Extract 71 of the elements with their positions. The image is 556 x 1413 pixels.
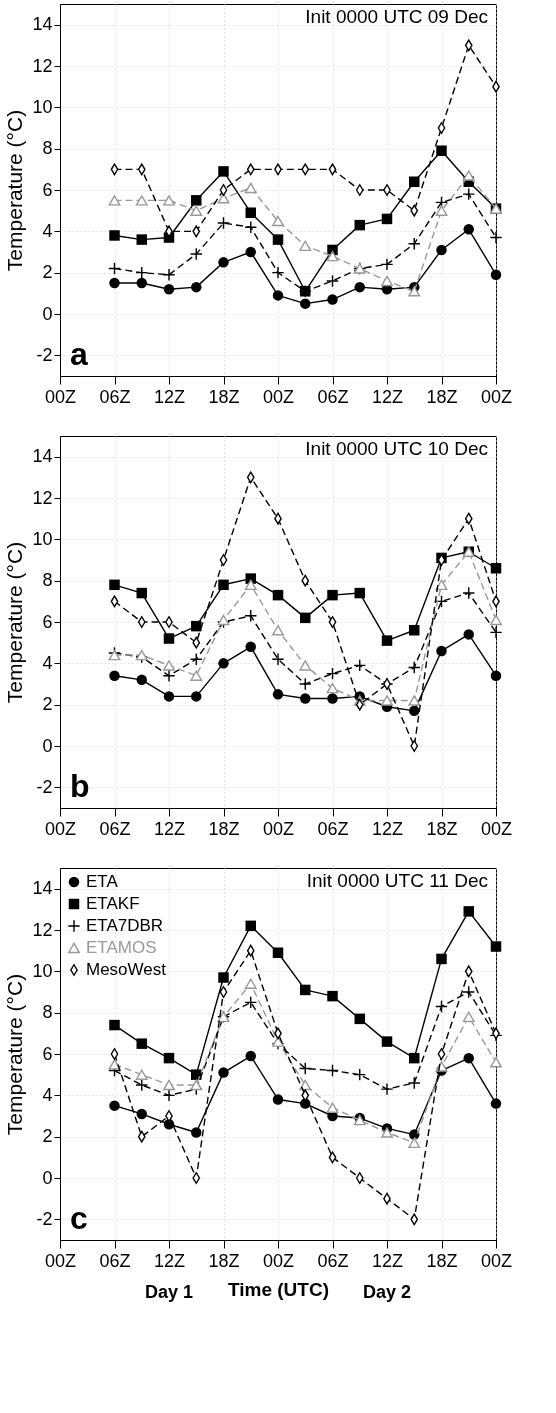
x-tick-label: 06Z — [317, 386, 349, 407]
x-tick-label: 00Z — [480, 386, 513, 407]
y-tick-label: 0 — [42, 735, 53, 756]
x-tick-label: 18Z — [426, 386, 458, 407]
legend-label: ETAKF — [86, 894, 140, 913]
y-tick-label: 10 — [32, 960, 53, 981]
x-tick-label: 00Z — [44, 386, 77, 407]
chart-title: Init 0000 UTC 11 Dec — [306, 870, 488, 891]
x-tick-label: 06Z — [317, 818, 349, 839]
y-tick-label: 8 — [42, 1002, 53, 1023]
x-tick-label: 00Z — [480, 818, 513, 839]
y-tick-label: -2 — [36, 776, 53, 797]
x-tick-label: 12Z — [371, 1250, 404, 1271]
y-tick-label: 6 — [42, 611, 53, 632]
y-tick-label: 12 — [32, 919, 53, 940]
y-tick-label: 8 — [42, 138, 53, 159]
text: Day 2 — [362, 1282, 412, 1302]
y-tick-label: 14 — [32, 14, 53, 35]
x-tick-label: 00Z — [262, 1250, 295, 1271]
x-tick-label: 12Z — [153, 386, 186, 407]
y-tick-label: 6 — [42, 1043, 53, 1064]
x-tick-label: 12Z — [153, 818, 186, 839]
x-tick-label: 00Z — [262, 818, 295, 839]
annotation: b — [70, 768, 90, 804]
x-tick-label: 00Z — [44, 1250, 77, 1271]
y-tick-label: 12 — [32, 487, 53, 508]
x-tick-label: 06Z — [317, 1250, 349, 1271]
legend-label: MesoWest — [86, 960, 167, 979]
y-axis-title: Temperature (°C) — [3, 541, 27, 704]
y-tick-label: 4 — [42, 652, 53, 673]
y-tick-label: 0 — [42, 303, 53, 324]
x-tick-label: 18Z — [208, 1250, 240, 1271]
y-tick-label: -2 — [36, 344, 53, 365]
y-tick-label: 10 — [32, 96, 53, 117]
x-tick-label: 18Z — [208, 818, 240, 839]
x-tick-label: 12Z — [371, 818, 404, 839]
annotation: c — [70, 1200, 88, 1236]
chart-title: Init 0000 UTC 09 Dec — [305, 6, 488, 27]
x-axis-title: Time (UTC) — [228, 1278, 329, 1300]
y-tick-label: 8 — [42, 570, 53, 591]
y-tick-label: 6 — [42, 179, 53, 200]
y-axis-title: Temperature (°C) — [3, 109, 27, 272]
y-axis-title: Temperature (°C) — [3, 973, 27, 1136]
x-tick-label: 00Z — [44, 818, 77, 839]
x-tick-label: 06Z — [99, 386, 131, 407]
x-tick-label: 00Z — [262, 386, 295, 407]
x-tick-label: 18Z — [426, 818, 458, 839]
x-tick-label: 12Z — [153, 1250, 186, 1271]
y-tick-label: 2 — [42, 262, 53, 283]
x-tick-label: 18Z — [426, 1250, 458, 1271]
y-tick-label: 2 — [42, 694, 53, 715]
y-tick-label: 12 — [32, 55, 53, 76]
y-tick-label: 14 — [32, 878, 53, 899]
y-tick-label: 14 — [32, 446, 53, 467]
legend-label: ETA — [86, 872, 119, 891]
chart-title: Init 0000 UTC 10 Dec — [305, 438, 488, 459]
annotation: a — [70, 336, 88, 372]
x-tick-label: 06Z — [99, 1250, 131, 1271]
y-tick-label: 4 — [42, 220, 53, 241]
legend-label: ETAMOS — [86, 938, 157, 957]
x-tick-label: 06Z — [99, 818, 131, 839]
x-tick-label: 12Z — [371, 386, 404, 407]
y-tick-label: 4 — [42, 1084, 53, 1105]
text: Day 1 — [144, 1282, 194, 1302]
x-tick-label: 18Z — [208, 386, 240, 407]
y-tick-label: -2 — [36, 1208, 53, 1229]
y-tick-label: 0 — [42, 1167, 53, 1188]
y-tick-label: 10 — [32, 528, 53, 549]
legend-label: ETA7DBR — [86, 916, 164, 935]
y-tick-label: 2 — [42, 1126, 53, 1147]
x-tick-label: 00Z — [480, 1250, 513, 1271]
